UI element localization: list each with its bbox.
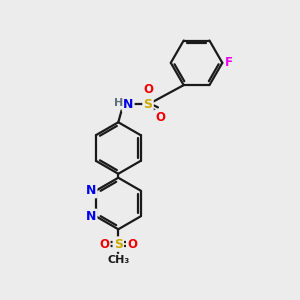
Text: N: N xyxy=(123,98,134,111)
Text: N: N xyxy=(86,210,96,223)
Text: N: N xyxy=(86,184,96,197)
Text: CH₃: CH₃ xyxy=(107,255,129,265)
Text: F: F xyxy=(225,56,233,69)
Text: H: H xyxy=(114,98,123,108)
Text: S: S xyxy=(143,98,152,111)
Text: O: O xyxy=(143,83,153,96)
Text: O: O xyxy=(99,238,110,250)
Text: S: S xyxy=(114,238,123,250)
Text: O: O xyxy=(127,238,137,250)
Text: O: O xyxy=(155,111,165,124)
